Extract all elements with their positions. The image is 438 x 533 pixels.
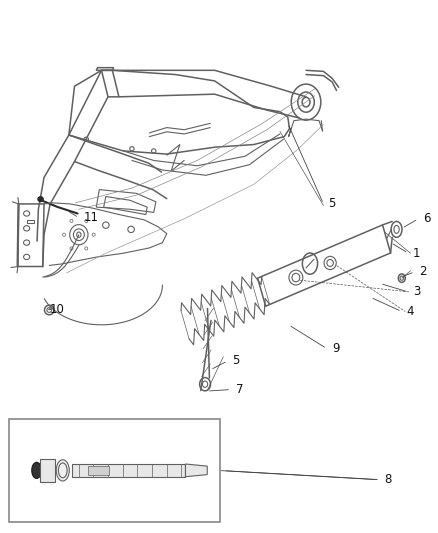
Ellipse shape bbox=[32, 463, 42, 478]
Text: 6: 6 bbox=[423, 212, 430, 225]
Text: 7: 7 bbox=[236, 383, 243, 396]
Text: 3: 3 bbox=[413, 286, 420, 298]
Ellipse shape bbox=[49, 306, 52, 309]
Ellipse shape bbox=[58, 463, 67, 478]
Polygon shape bbox=[185, 464, 207, 477]
Text: 4: 4 bbox=[406, 305, 413, 318]
Text: 1: 1 bbox=[413, 247, 420, 260]
Polygon shape bbox=[88, 466, 110, 474]
Text: 5: 5 bbox=[232, 354, 240, 367]
Bar bbox=[9, 419, 220, 522]
Polygon shape bbox=[40, 459, 55, 482]
Polygon shape bbox=[17, 204, 19, 266]
Polygon shape bbox=[72, 464, 185, 477]
Ellipse shape bbox=[38, 197, 43, 201]
Text: 8: 8 bbox=[385, 473, 392, 486]
Text: 10: 10 bbox=[50, 303, 65, 317]
Text: 2: 2 bbox=[419, 265, 427, 278]
Text: 9: 9 bbox=[332, 342, 339, 355]
Text: 5: 5 bbox=[328, 197, 335, 211]
Ellipse shape bbox=[56, 460, 69, 481]
Text: 11: 11 bbox=[83, 211, 98, 224]
